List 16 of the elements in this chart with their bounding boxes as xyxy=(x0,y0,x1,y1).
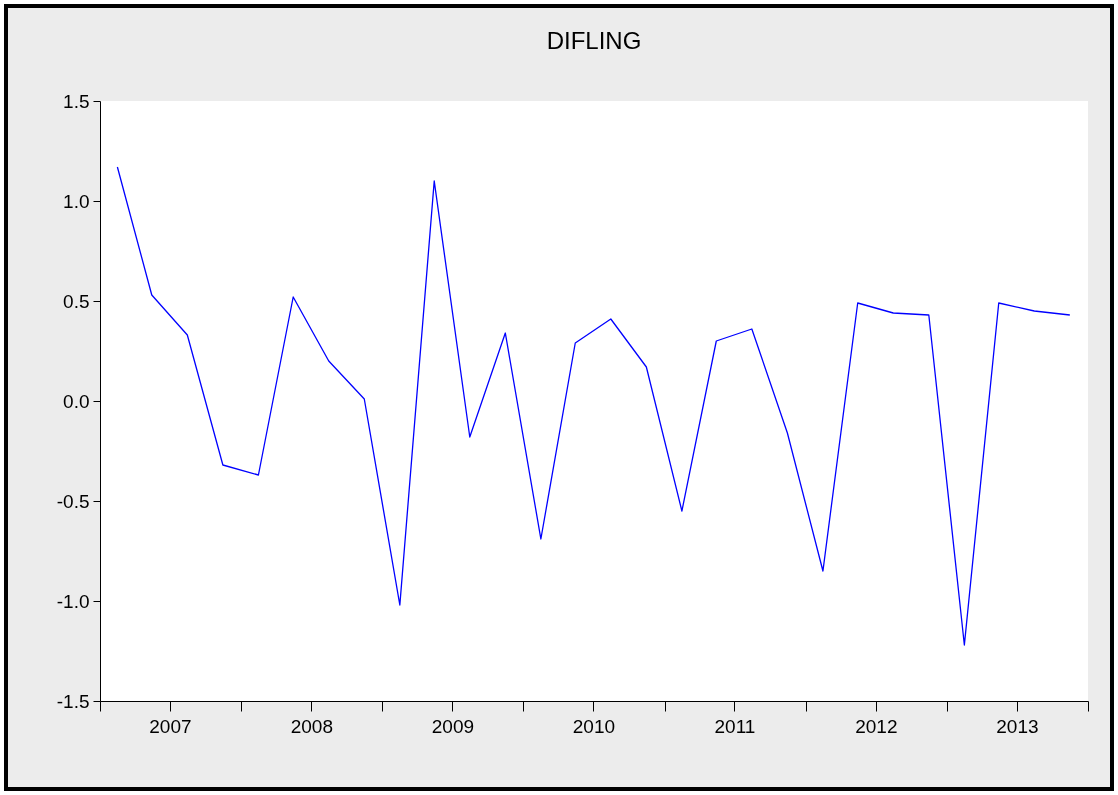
line-series xyxy=(116,166,1071,646)
y-tick-label: 1.0 xyxy=(63,190,90,212)
y-tick-label: 0.0 xyxy=(63,390,90,412)
y-tick-label: 0.5 xyxy=(63,290,90,312)
x-tick-label: 2012 xyxy=(855,715,898,737)
x-tick-label: 2011 xyxy=(714,715,756,737)
y-tick-label: -1.0 xyxy=(56,590,90,612)
x-tick-label: 2013 xyxy=(996,715,1039,737)
x-tick-label: 2008 xyxy=(290,715,333,737)
y-tick-label: -1.5 xyxy=(56,690,90,712)
y-tick-label: 1.5 xyxy=(63,90,90,112)
x-tick-label: 2010 xyxy=(572,715,616,737)
x-tick-label: 2007 xyxy=(149,715,192,737)
chart-title: DIFLING xyxy=(546,27,642,54)
y-tick-label: -0.5 xyxy=(56,490,90,512)
x-tick-label: 2009 xyxy=(431,715,475,737)
